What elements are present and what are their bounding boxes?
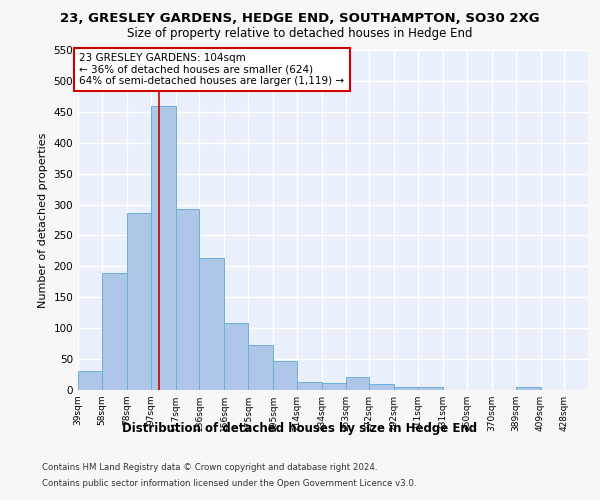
Bar	[346, 377, 369, 390]
Text: Size of property relative to detached houses in Hedge End: Size of property relative to detached ho…	[127, 28, 473, 40]
Text: 23, GRESLEY GARDENS, HEDGE END, SOUTHAMPTON, SO30 2XG: 23, GRESLEY GARDENS, HEDGE END, SOUTHAMP…	[60, 12, 540, 26]
Text: 23 GRESLEY GARDENS: 104sqm
← 36% of detached houses are smaller (624)
64% of sem: 23 GRESLEY GARDENS: 104sqm ← 36% of deta…	[79, 53, 344, 86]
Bar	[369, 384, 394, 390]
Bar	[176, 210, 199, 390]
Bar	[78, 372, 102, 390]
Bar	[322, 383, 346, 390]
Bar	[102, 272, 127, 390]
Text: Contains HM Land Registry data © Crown copyright and database right 2024.: Contains HM Land Registry data © Crown c…	[42, 464, 377, 472]
Bar	[297, 382, 322, 390]
Text: Contains public sector information licensed under the Open Government Licence v3: Contains public sector information licen…	[42, 478, 416, 488]
Bar	[151, 106, 176, 390]
Bar	[394, 387, 418, 390]
Bar	[199, 258, 224, 390]
Bar	[273, 361, 297, 390]
Bar	[418, 387, 443, 390]
Bar	[248, 345, 273, 390]
Bar	[515, 387, 541, 390]
Text: Distribution of detached houses by size in Hedge End: Distribution of detached houses by size …	[122, 422, 478, 435]
Y-axis label: Number of detached properties: Number of detached properties	[38, 132, 48, 308]
Bar	[127, 212, 151, 390]
Bar	[224, 322, 248, 390]
